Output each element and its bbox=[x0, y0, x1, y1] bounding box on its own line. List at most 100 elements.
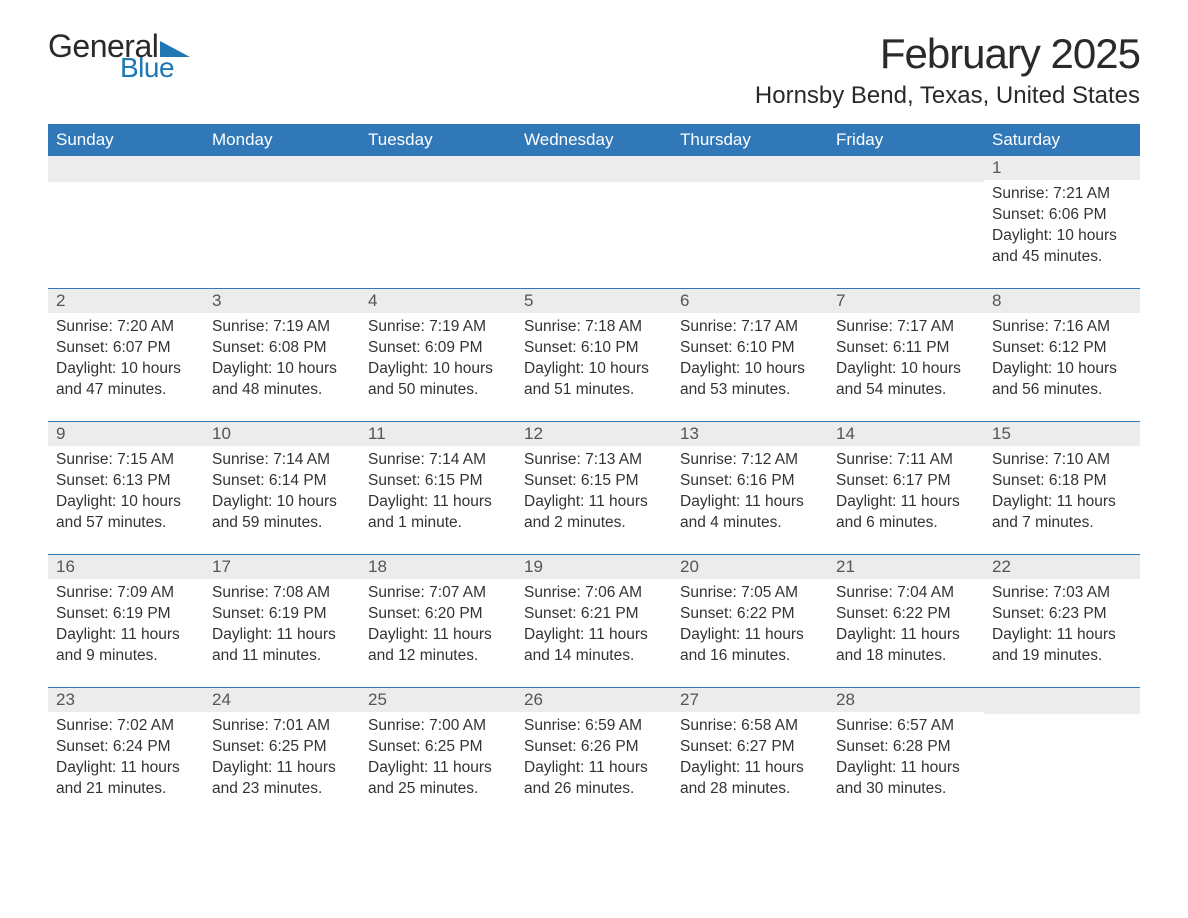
day-cell: 16Sunrise: 7:09 AMSunset: 6:19 PMDayligh… bbox=[48, 555, 204, 687]
day-cell: 7Sunrise: 7:17 AMSunset: 6:11 PMDaylight… bbox=[828, 289, 984, 421]
sunset-line: Sunset: 6:19 PM bbox=[212, 604, 352, 625]
day-number: 11 bbox=[360, 422, 516, 446]
day-details: Sunrise: 7:17 AMSunset: 6:11 PMDaylight:… bbox=[828, 313, 984, 411]
sunrise-line: Sunrise: 6:57 AM bbox=[836, 716, 976, 737]
sunset-line: Sunset: 6:25 PM bbox=[368, 737, 508, 758]
day-details: Sunrise: 7:04 AMSunset: 6:22 PMDaylight:… bbox=[828, 579, 984, 677]
daylight-line: Daylight: 10 hours and 47 minutes. bbox=[56, 359, 196, 401]
weekday-header: Tuesday bbox=[360, 124, 516, 156]
day-cell: 26Sunrise: 6:59 AMSunset: 6:26 PMDayligh… bbox=[516, 688, 672, 820]
sunset-line: Sunset: 6:15 PM bbox=[524, 471, 664, 492]
logo-text-blue: Blue bbox=[120, 54, 190, 82]
day-number: 16 bbox=[48, 555, 204, 579]
sunset-line: Sunset: 6:09 PM bbox=[368, 338, 508, 359]
day-number: 25 bbox=[360, 688, 516, 712]
daylight-line: Daylight: 11 hours and 2 minutes. bbox=[524, 492, 664, 534]
day-number: 10 bbox=[204, 422, 360, 446]
calendar-week: 1Sunrise: 7:21 AMSunset: 6:06 PMDaylight… bbox=[48, 156, 1140, 288]
calendar-week: 23Sunrise: 7:02 AMSunset: 6:24 PMDayligh… bbox=[48, 687, 1140, 820]
day-number bbox=[984, 688, 1140, 714]
sunrise-line: Sunrise: 7:03 AM bbox=[992, 583, 1132, 604]
day-cell: 18Sunrise: 7:07 AMSunset: 6:20 PMDayligh… bbox=[360, 555, 516, 687]
day-details: Sunrise: 6:59 AMSunset: 6:26 PMDaylight:… bbox=[516, 712, 672, 810]
day-number: 22 bbox=[984, 555, 1140, 579]
day-cell: 28Sunrise: 6:57 AMSunset: 6:28 PMDayligh… bbox=[828, 688, 984, 820]
daylight-line: Daylight: 11 hours and 9 minutes. bbox=[56, 625, 196, 667]
sunrise-line: Sunrise: 7:17 AM bbox=[836, 317, 976, 338]
sunrise-line: Sunrise: 7:11 AM bbox=[836, 450, 976, 471]
daylight-line: Daylight: 11 hours and 7 minutes. bbox=[992, 492, 1132, 534]
sunrise-line: Sunrise: 7:05 AM bbox=[680, 583, 820, 604]
sunrise-line: Sunrise: 7:14 AM bbox=[368, 450, 508, 471]
day-details: Sunrise: 7:14 AMSunset: 6:15 PMDaylight:… bbox=[360, 446, 516, 544]
day-cell: 5Sunrise: 7:18 AMSunset: 6:10 PMDaylight… bbox=[516, 289, 672, 421]
day-number bbox=[204, 156, 360, 182]
day-number bbox=[672, 156, 828, 182]
sunrise-line: Sunrise: 7:01 AM bbox=[212, 716, 352, 737]
daylight-line: Daylight: 11 hours and 11 minutes. bbox=[212, 625, 352, 667]
sunset-line: Sunset: 6:25 PM bbox=[212, 737, 352, 758]
day-cell: 1Sunrise: 7:21 AMSunset: 6:06 PMDaylight… bbox=[984, 156, 1140, 288]
day-number: 8 bbox=[984, 289, 1140, 313]
day-details: Sunrise: 7:06 AMSunset: 6:21 PMDaylight:… bbox=[516, 579, 672, 677]
day-cell: 14Sunrise: 7:11 AMSunset: 6:17 PMDayligh… bbox=[828, 422, 984, 554]
sunrise-line: Sunrise: 6:59 AM bbox=[524, 716, 664, 737]
page-header: General Blue February 2025 Hornsby Bend,… bbox=[48, 30, 1140, 110]
day-details: Sunrise: 7:19 AMSunset: 6:08 PMDaylight:… bbox=[204, 313, 360, 411]
day-details: Sunrise: 7:21 AMSunset: 6:06 PMDaylight:… bbox=[984, 180, 1140, 278]
weekday-header: Thursday bbox=[672, 124, 828, 156]
day-cell: 11Sunrise: 7:14 AMSunset: 6:15 PMDayligh… bbox=[360, 422, 516, 554]
day-cell: 21Sunrise: 7:04 AMSunset: 6:22 PMDayligh… bbox=[828, 555, 984, 687]
day-number: 20 bbox=[672, 555, 828, 579]
day-number: 15 bbox=[984, 422, 1140, 446]
daylight-line: Daylight: 11 hours and 16 minutes. bbox=[680, 625, 820, 667]
day-cell: 17Sunrise: 7:08 AMSunset: 6:19 PMDayligh… bbox=[204, 555, 360, 687]
day-cell bbox=[828, 156, 984, 288]
day-cell: 27Sunrise: 6:58 AMSunset: 6:27 PMDayligh… bbox=[672, 688, 828, 820]
daylight-line: Daylight: 10 hours and 53 minutes. bbox=[680, 359, 820, 401]
day-number: 2 bbox=[48, 289, 204, 313]
day-cell: 22Sunrise: 7:03 AMSunset: 6:23 PMDayligh… bbox=[984, 555, 1140, 687]
sunset-line: Sunset: 6:26 PM bbox=[524, 737, 664, 758]
day-details: Sunrise: 7:07 AMSunset: 6:20 PMDaylight:… bbox=[360, 579, 516, 677]
weekday-header-row: SundayMondayTuesdayWednesdayThursdayFrid… bbox=[48, 124, 1140, 156]
daylight-line: Daylight: 10 hours and 50 minutes. bbox=[368, 359, 508, 401]
sunset-line: Sunset: 6:12 PM bbox=[992, 338, 1132, 359]
sunrise-line: Sunrise: 7:19 AM bbox=[212, 317, 352, 338]
sunrise-line: Sunrise: 7:00 AM bbox=[368, 716, 508, 737]
day-cell: 8Sunrise: 7:16 AMSunset: 6:12 PMDaylight… bbox=[984, 289, 1140, 421]
day-number bbox=[360, 156, 516, 182]
day-cell: 20Sunrise: 7:05 AMSunset: 6:22 PMDayligh… bbox=[672, 555, 828, 687]
sunrise-line: Sunrise: 7:07 AM bbox=[368, 583, 508, 604]
daylight-line: Daylight: 11 hours and 18 minutes. bbox=[836, 625, 976, 667]
logo: General Blue bbox=[48, 30, 190, 82]
day-number: 19 bbox=[516, 555, 672, 579]
sunrise-line: Sunrise: 7:21 AM bbox=[992, 184, 1132, 205]
sunset-line: Sunset: 6:18 PM bbox=[992, 471, 1132, 492]
daylight-line: Daylight: 11 hours and 19 minutes. bbox=[992, 625, 1132, 667]
sunset-line: Sunset: 6:20 PM bbox=[368, 604, 508, 625]
daylight-line: Daylight: 11 hours and 28 minutes. bbox=[680, 758, 820, 800]
daylight-line: Daylight: 11 hours and 12 minutes. bbox=[368, 625, 508, 667]
day-cell: 4Sunrise: 7:19 AMSunset: 6:09 PMDaylight… bbox=[360, 289, 516, 421]
day-cell: 12Sunrise: 7:13 AMSunset: 6:15 PMDayligh… bbox=[516, 422, 672, 554]
daylight-line: Daylight: 10 hours and 57 minutes. bbox=[56, 492, 196, 534]
day-number: 1 bbox=[984, 156, 1140, 180]
day-number: 28 bbox=[828, 688, 984, 712]
day-cell: 25Sunrise: 7:00 AMSunset: 6:25 PMDayligh… bbox=[360, 688, 516, 820]
daylight-line: Daylight: 11 hours and 21 minutes. bbox=[56, 758, 196, 800]
day-number: 13 bbox=[672, 422, 828, 446]
day-cell: 10Sunrise: 7:14 AMSunset: 6:14 PMDayligh… bbox=[204, 422, 360, 554]
day-number: 14 bbox=[828, 422, 984, 446]
weekday-header: Saturday bbox=[984, 124, 1140, 156]
title-block: February 2025 Hornsby Bend, Texas, Unite… bbox=[755, 30, 1140, 110]
day-number: 9 bbox=[48, 422, 204, 446]
sunrise-line: Sunrise: 7:10 AM bbox=[992, 450, 1132, 471]
daylight-line: Daylight: 11 hours and 4 minutes. bbox=[680, 492, 820, 534]
month-title: February 2025 bbox=[755, 30, 1140, 78]
day-cell: 13Sunrise: 7:12 AMSunset: 6:16 PMDayligh… bbox=[672, 422, 828, 554]
day-number bbox=[828, 156, 984, 182]
day-number: 3 bbox=[204, 289, 360, 313]
sunset-line: Sunset: 6:13 PM bbox=[56, 471, 196, 492]
daylight-line: Daylight: 10 hours and 54 minutes. bbox=[836, 359, 976, 401]
